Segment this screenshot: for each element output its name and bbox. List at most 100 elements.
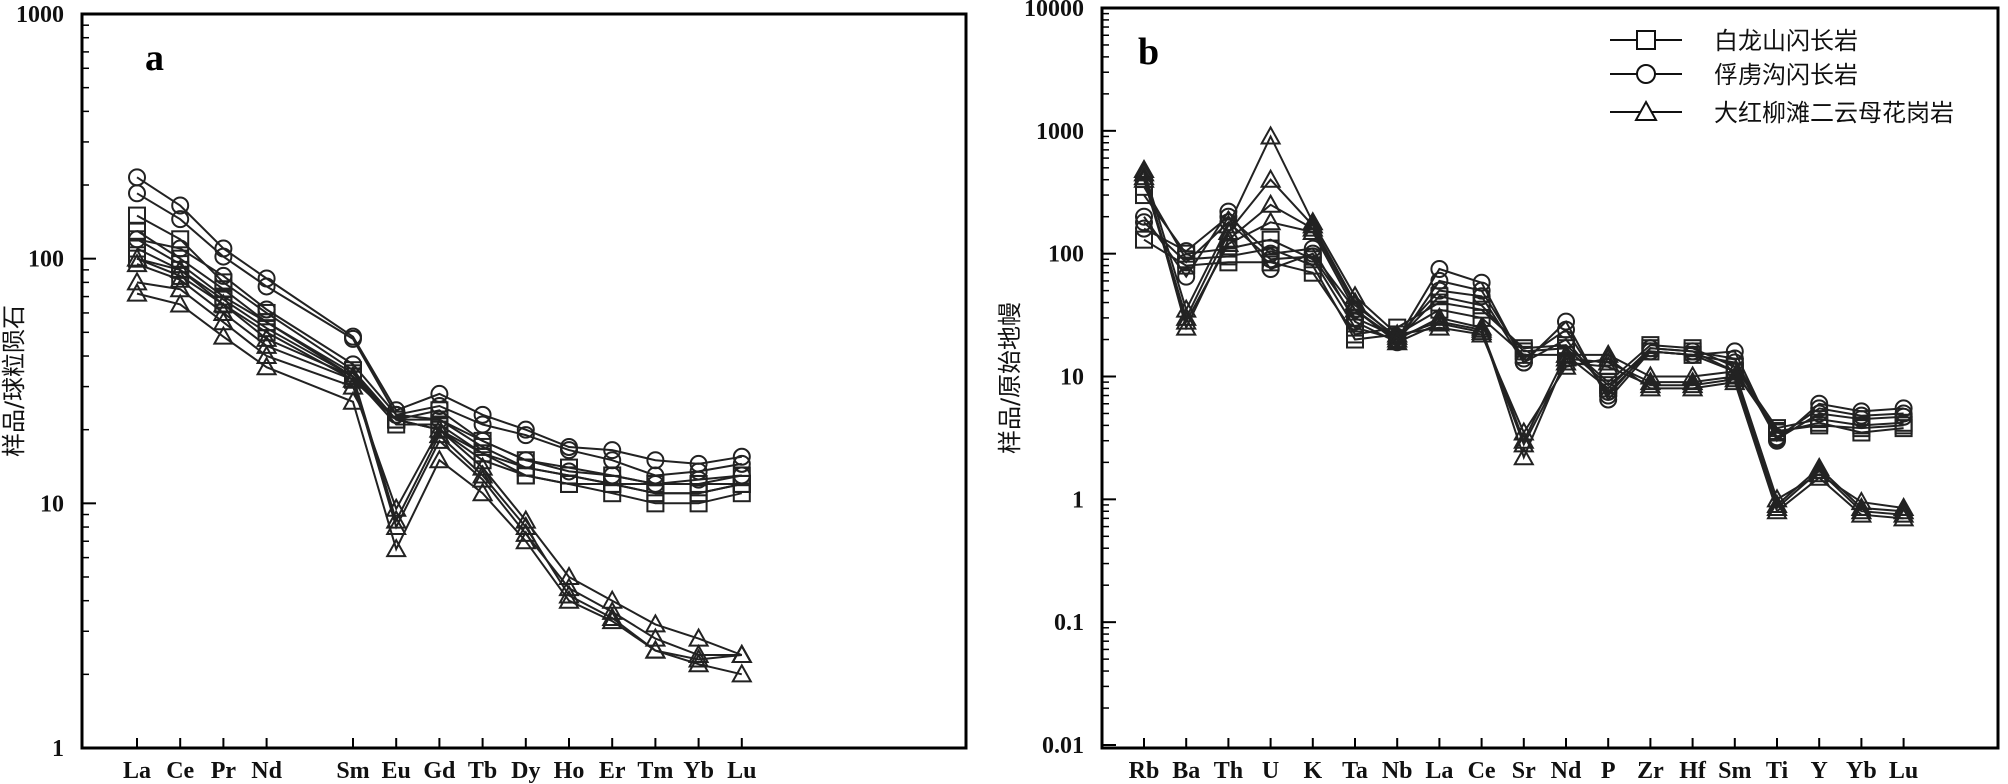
triangle-data-point [1259, 125, 1282, 145]
panel-b-ylabel: 样品/原始地幔 [996, 302, 1024, 454]
circle-data-point [603, 441, 622, 460]
square-data-point [128, 206, 146, 225]
circle-data-point [1472, 287, 1491, 306]
triangle-data-point [1217, 220, 1240, 241]
triangle-data-point [1850, 491, 1873, 511]
triangle-data-point [1808, 456, 1830, 476]
square-data-point [1346, 318, 1364, 337]
circle-data-point [257, 300, 276, 319]
x-tick-label: Pr [211, 758, 237, 784]
circle-data-point [1430, 281, 1449, 300]
square-series-line [1143, 194, 1904, 433]
triangle-data-point [1302, 217, 1324, 237]
triangle-data-point [1133, 162, 1155, 182]
circle-data-point [214, 266, 233, 285]
triangle-data-point [1175, 316, 1197, 336]
square-data-point [1388, 318, 1407, 337]
square-marker-icon [1636, 30, 1656, 50]
triangle-data-point [255, 344, 278, 365]
circle-data-point [689, 470, 708, 489]
x-tick-label: Yb [1846, 758, 1877, 784]
square-data-point [603, 484, 622, 503]
square-data-point [603, 474, 622, 493]
triangle-data-point [1470, 321, 1493, 341]
triangle-data-point [471, 482, 494, 502]
triangle-data-point [1808, 463, 1830, 483]
circle-data-point [1303, 239, 1322, 258]
x-tick-label: Gd [423, 758, 456, 784]
x-tick-label: Ba [1172, 758, 1200, 784]
triangle-data-point [1681, 365, 1704, 385]
triangle-data-point [1133, 166, 1155, 186]
circle-data-point [430, 396, 449, 415]
triangle-data-point [1724, 365, 1746, 385]
circle-data-point [1177, 253, 1196, 272]
triangle-data-point [169, 268, 191, 288]
triangle-data-point [515, 509, 537, 529]
triangle-data-point [1133, 168, 1155, 188]
x-tick-label: Sr [1512, 758, 1536, 784]
triangle-data-point [1892, 503, 1915, 523]
x-tick-label: Ce [1468, 758, 1496, 784]
x-tick-label: La [123, 758, 151, 784]
x-tick-label: Ce [166, 758, 194, 784]
x-tick-label: Nd [1551, 758, 1582, 784]
circle-data-point [732, 447, 751, 466]
triangle-data-point [169, 293, 191, 313]
triangle-data-point [1892, 500, 1915, 520]
square-data-point [732, 484, 751, 503]
x-tick-label: La [1425, 758, 1453, 784]
triangle-data-point [1850, 500, 1873, 520]
circle-data-point [1177, 242, 1196, 261]
triangle-data-point [1217, 232, 1240, 252]
y-tick-label: 1 [1072, 487, 1084, 513]
circle-data-point [430, 384, 449, 403]
triangle-data-point [342, 368, 364, 388]
legend-item-square: 白龙山闪长岩 [1610, 27, 1858, 55]
circle-data-point [387, 405, 406, 424]
triangle-data-point [471, 468, 494, 488]
circle-data-point [1810, 399, 1829, 418]
triangle-data-point [1259, 168, 1282, 188]
x-tick-label: Zr [1637, 758, 1664, 784]
triangle-data-point [1681, 377, 1704, 397]
triangle-data-point [255, 334, 278, 354]
square-series-line [1143, 238, 1904, 430]
triangle-data-point [1302, 220, 1324, 241]
triangle-data-point [428, 429, 451, 449]
triangle-data-point [1513, 446, 1535, 466]
triangle-data-point [1597, 343, 1619, 363]
square-data-point [1768, 422, 1786, 441]
triangle-data-point [471, 456, 494, 476]
circle-data-point [473, 405, 492, 424]
x-tick-label: Rb [1129, 758, 1160, 784]
triangle-data-point [1259, 211, 1282, 231]
triangle-data-point [385, 538, 407, 558]
x-tick-label: Th [1214, 758, 1243, 784]
triangle-data-point [601, 610, 623, 630]
triangle-data-point [428, 418, 451, 438]
square-data-point [257, 323, 276, 342]
triangle-marker-icon [1634, 99, 1658, 121]
circle-data-point [1683, 345, 1702, 364]
triangle-data-point [601, 589, 623, 609]
triangle-data-point [1428, 312, 1451, 332]
triangle-data-point [169, 258, 191, 278]
circle-data-point [1261, 244, 1280, 263]
triangle-data-point [1766, 488, 1788, 508]
triangle-data-point [731, 643, 753, 663]
circle-data-point [646, 466, 665, 485]
circle-data-point [516, 420, 535, 439]
triangle-data-point [385, 516, 407, 536]
triangle-series-line [1143, 179, 1904, 516]
square-data-point [646, 494, 665, 513]
legend-label: 白龙山闪长岩 [1714, 27, 1858, 55]
circle-data-point [1641, 342, 1660, 361]
triangle-data-point [1428, 306, 1451, 326]
triangle-data-point [644, 627, 667, 647]
triangle-data-point [1175, 306, 1197, 326]
triangle-data-point [126, 253, 148, 273]
square-data-point [1135, 230, 1153, 249]
circle-data-point [1135, 219, 1153, 238]
triangle-data-point [1386, 323, 1408, 343]
